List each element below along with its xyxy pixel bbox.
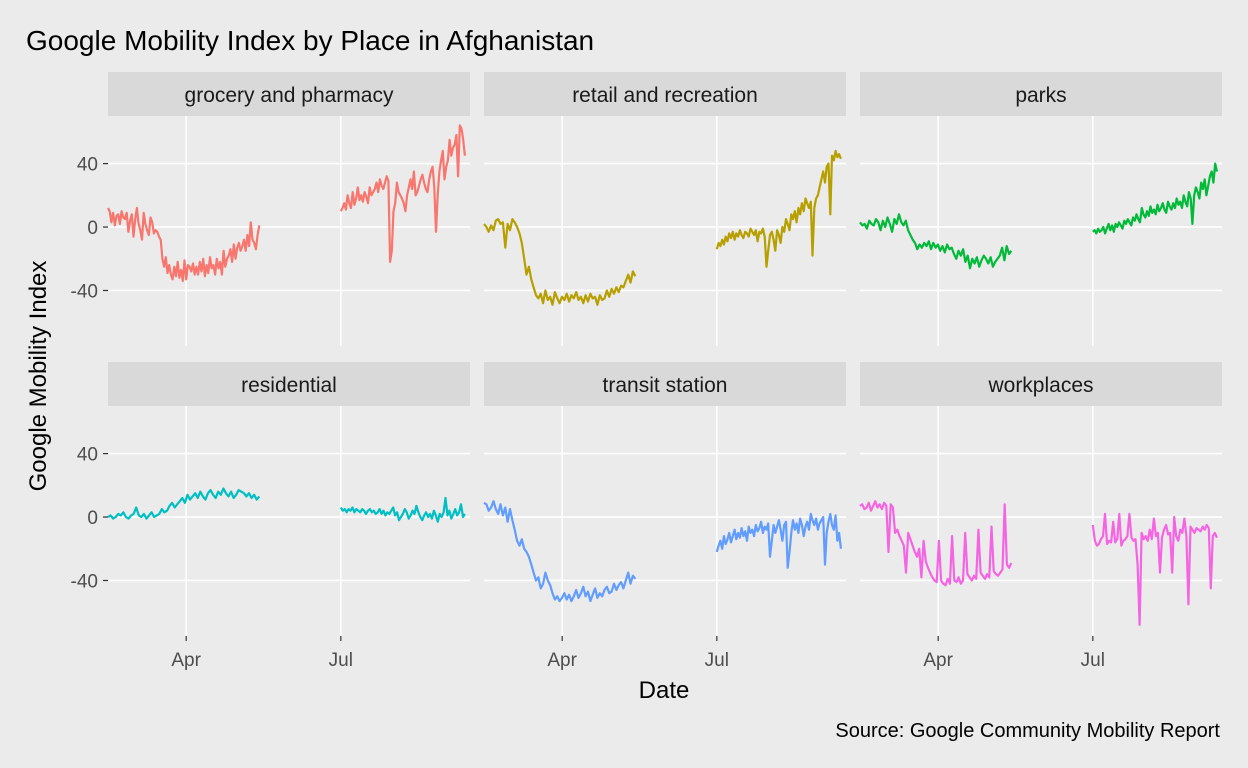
y-tick-label: 0 [87,218,98,239]
facet-strip-label: retail and recreation [572,84,758,107]
facet-strip-label: transit station [603,374,728,397]
x-tick-label: Apr [171,650,201,671]
series-line [483,218,637,306]
facet-strip-label: grocery and pharmacy [185,84,394,107]
y-tick-label: 0 [87,508,98,529]
series-line [859,500,1013,587]
facet-strip-label: residential [241,374,337,397]
y-tick-label: -40 [71,571,98,592]
series-line [715,149,842,268]
y-axis-label: Google Mobility Index [25,261,52,492]
facet-panel: residential -40 0 40 Apr Jul [71,362,470,671]
y-tick-label: 40 [77,445,98,466]
x-tick-label: Jul [329,650,353,671]
facet-strip [484,362,846,406]
series-line [859,213,1013,270]
facet-panel: grocery and pharmacy -40 0 40 [71,72,470,346]
facet-panel: retail and recreation [483,72,846,346]
facet-strip [108,362,470,406]
x-tick-label: Jul [1081,650,1105,671]
series-line [339,124,466,263]
facet-strip-label: workplaces [987,374,1093,397]
facet-panels: grocery and pharmacy -40 0 40 retail and rec… [71,72,1222,671]
facet-strip-label: parks [1015,84,1066,107]
facet-panel: transit station Apr Jul [483,362,846,671]
facet-panel: workplaces Apr Jul [859,362,1222,671]
series-line [483,500,637,603]
x-tick-label: Apr [923,650,953,671]
y-tick-label: -40 [71,281,98,302]
x-axis-label: Date [639,677,690,704]
facet-panel: parks [859,72,1222,346]
x-tick-label: Jul [705,650,729,671]
series-line [1092,162,1218,235]
facet-strip [860,72,1222,116]
series-line [1091,512,1218,627]
series-line [339,496,466,523]
chart-title: Google Mobility Index by Place in Afghan… [26,25,594,56]
series-line [715,512,842,569]
y-tick-label: 40 [77,155,98,176]
series-line [107,206,261,283]
facet-strip [860,362,1222,406]
series-line [107,487,261,520]
chart-caption: Source: Google Community Mobility Report [835,720,1220,742]
facet-strip [484,72,846,116]
x-tick-label: Apr [547,650,577,671]
facet-strip [108,72,470,116]
